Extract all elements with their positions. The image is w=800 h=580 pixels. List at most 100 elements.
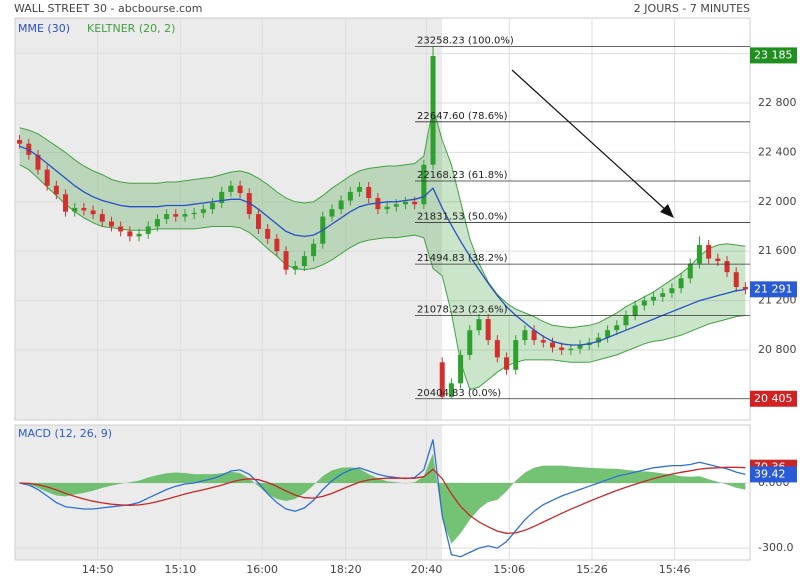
candle-body bbox=[513, 340, 519, 370]
candle-body bbox=[81, 207, 87, 211]
candle-body bbox=[108, 221, 114, 227]
x-tick-label: 14:50 bbox=[82, 563, 114, 576]
plot-layer: 14:50 15:10 16:00 18:20 20:40 15:06 15:26 15:46… bbox=[15, 18, 797, 576]
candle-body bbox=[559, 347, 565, 350]
candle-body bbox=[568, 348, 574, 350]
candle-body bbox=[35, 154, 41, 170]
candle-body bbox=[458, 354, 464, 384]
candle-body bbox=[136, 233, 142, 237]
x-tick-label: 18:20 bbox=[330, 563, 362, 576]
price-marker-label: 21 291 bbox=[754, 282, 793, 295]
candle-body bbox=[164, 214, 170, 220]
candle-body bbox=[540, 340, 546, 343]
keltner-lower bbox=[19, 164, 746, 391]
y-tick-label: 22 400 bbox=[758, 145, 797, 158]
fib-label: 20404.83 (0.0%) bbox=[417, 388, 501, 399]
candle-body bbox=[228, 185, 234, 192]
price-marker-label: 23 185 bbox=[754, 48, 793, 61]
candle-body bbox=[651, 296, 657, 301]
candle-body bbox=[595, 337, 601, 343]
candle-body bbox=[329, 209, 335, 217]
candle-body bbox=[715, 258, 721, 262]
price-marker bbox=[750, 466, 797, 483]
keltner-upper bbox=[19, 107, 746, 329]
candle-body bbox=[219, 191, 225, 204]
candle-body bbox=[678, 278, 684, 289]
y-tick-label: -300.0 bbox=[758, 541, 793, 554]
y-tick-label: 22 000 bbox=[758, 195, 797, 208]
candle-body bbox=[549, 342, 555, 348]
candle-body bbox=[393, 204, 399, 207]
candle-body bbox=[200, 209, 206, 213]
candle-body bbox=[127, 231, 133, 237]
candle-body bbox=[301, 256, 307, 266]
candle-body bbox=[504, 357, 510, 370]
candle-body bbox=[44, 169, 50, 186]
candle-body bbox=[145, 226, 151, 234]
candle-body bbox=[292, 265, 298, 270]
candle-body bbox=[467, 330, 473, 355]
chart-title: WALL STREET 30 - abcbourse.com bbox=[14, 2, 202, 15]
candle-body bbox=[485, 319, 491, 341]
candle-body bbox=[237, 185, 243, 194]
x-tick-label: 16:00 bbox=[246, 563, 278, 576]
session-shade bbox=[15, 425, 442, 560]
candle-body bbox=[733, 272, 739, 287]
candle-body bbox=[63, 194, 69, 212]
annotation-arrow bbox=[511, 69, 669, 213]
candle-body bbox=[347, 191, 353, 201]
candle-body bbox=[605, 330, 611, 338]
candle-body bbox=[421, 164, 427, 205]
candle-body bbox=[494, 340, 500, 358]
legend-entry: KELTNER (20, 2) bbox=[87, 22, 175, 35]
candle-body bbox=[173, 214, 179, 217]
panel-frame bbox=[14, 17, 751, 421]
candle-body bbox=[641, 300, 647, 306]
candle-body bbox=[17, 140, 23, 144]
candle-body bbox=[577, 345, 583, 349]
candle-body bbox=[614, 325, 620, 331]
candle-body bbox=[384, 206, 390, 210]
x-tick-label: 15:10 bbox=[165, 563, 197, 576]
candle-body bbox=[366, 186, 372, 199]
candle-body bbox=[99, 214, 105, 222]
fib-label: 21494.83 (38.2%) bbox=[417, 253, 508, 264]
candle-body bbox=[283, 251, 289, 270]
x-tick-label: 20:40 bbox=[411, 563, 443, 576]
candle-body bbox=[191, 212, 197, 215]
candle-body bbox=[706, 244, 712, 259]
candle-body bbox=[154, 219, 160, 227]
y-tick-label: 20 800 bbox=[758, 343, 797, 356]
candle-body bbox=[53, 185, 59, 195]
macd-title: MACD (12, 26, 9) bbox=[18, 427, 112, 440]
price-marker-label: 20 405 bbox=[754, 392, 793, 405]
candle-body bbox=[660, 293, 666, 297]
fib-label: 21078.23 (23.6%) bbox=[417, 305, 508, 316]
price-marker bbox=[750, 281, 797, 298]
candle-body bbox=[476, 319, 482, 331]
candle-body bbox=[522, 330, 528, 341]
candle-body bbox=[265, 228, 271, 239]
candle-body bbox=[402, 201, 408, 205]
candle-body bbox=[274, 238, 280, 252]
annotation-arrowhead bbox=[660, 204, 674, 218]
panel-frame bbox=[14, 424, 751, 561]
chart-subtitle: 2 JOURS - 7 MINUTES bbox=[634, 2, 750, 15]
candle-body bbox=[687, 263, 693, 279]
candle-body bbox=[696, 244, 702, 264]
candle-body bbox=[412, 201, 418, 205]
candle-body bbox=[623, 315, 629, 326]
price-marker-label: 39.42 bbox=[754, 467, 786, 480]
candle-body bbox=[72, 207, 78, 212]
macd-line bbox=[19, 439, 746, 558]
candle-body bbox=[255, 214, 261, 229]
macd-line bbox=[19, 466, 746, 534]
x-tick-label: 15:06 bbox=[493, 563, 525, 576]
mme-line bbox=[19, 145, 746, 346]
y-tick-label: 21 600 bbox=[758, 244, 797, 257]
candle-body bbox=[632, 305, 638, 316]
candle-body bbox=[531, 330, 537, 341]
candle-body bbox=[90, 210, 96, 215]
candle-body bbox=[118, 226, 124, 232]
